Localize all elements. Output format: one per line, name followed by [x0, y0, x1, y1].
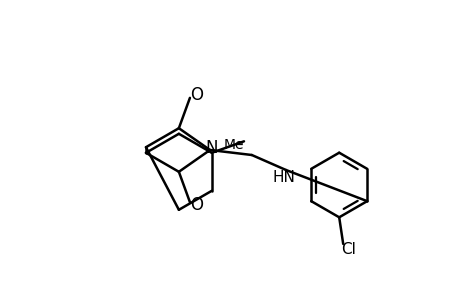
Text: N: N [205, 139, 218, 157]
Text: HN: HN [272, 170, 295, 185]
Text: O: O [190, 196, 203, 214]
Text: Cl: Cl [340, 242, 355, 257]
Text: O: O [190, 86, 203, 104]
Text: Me: Me [223, 138, 244, 152]
